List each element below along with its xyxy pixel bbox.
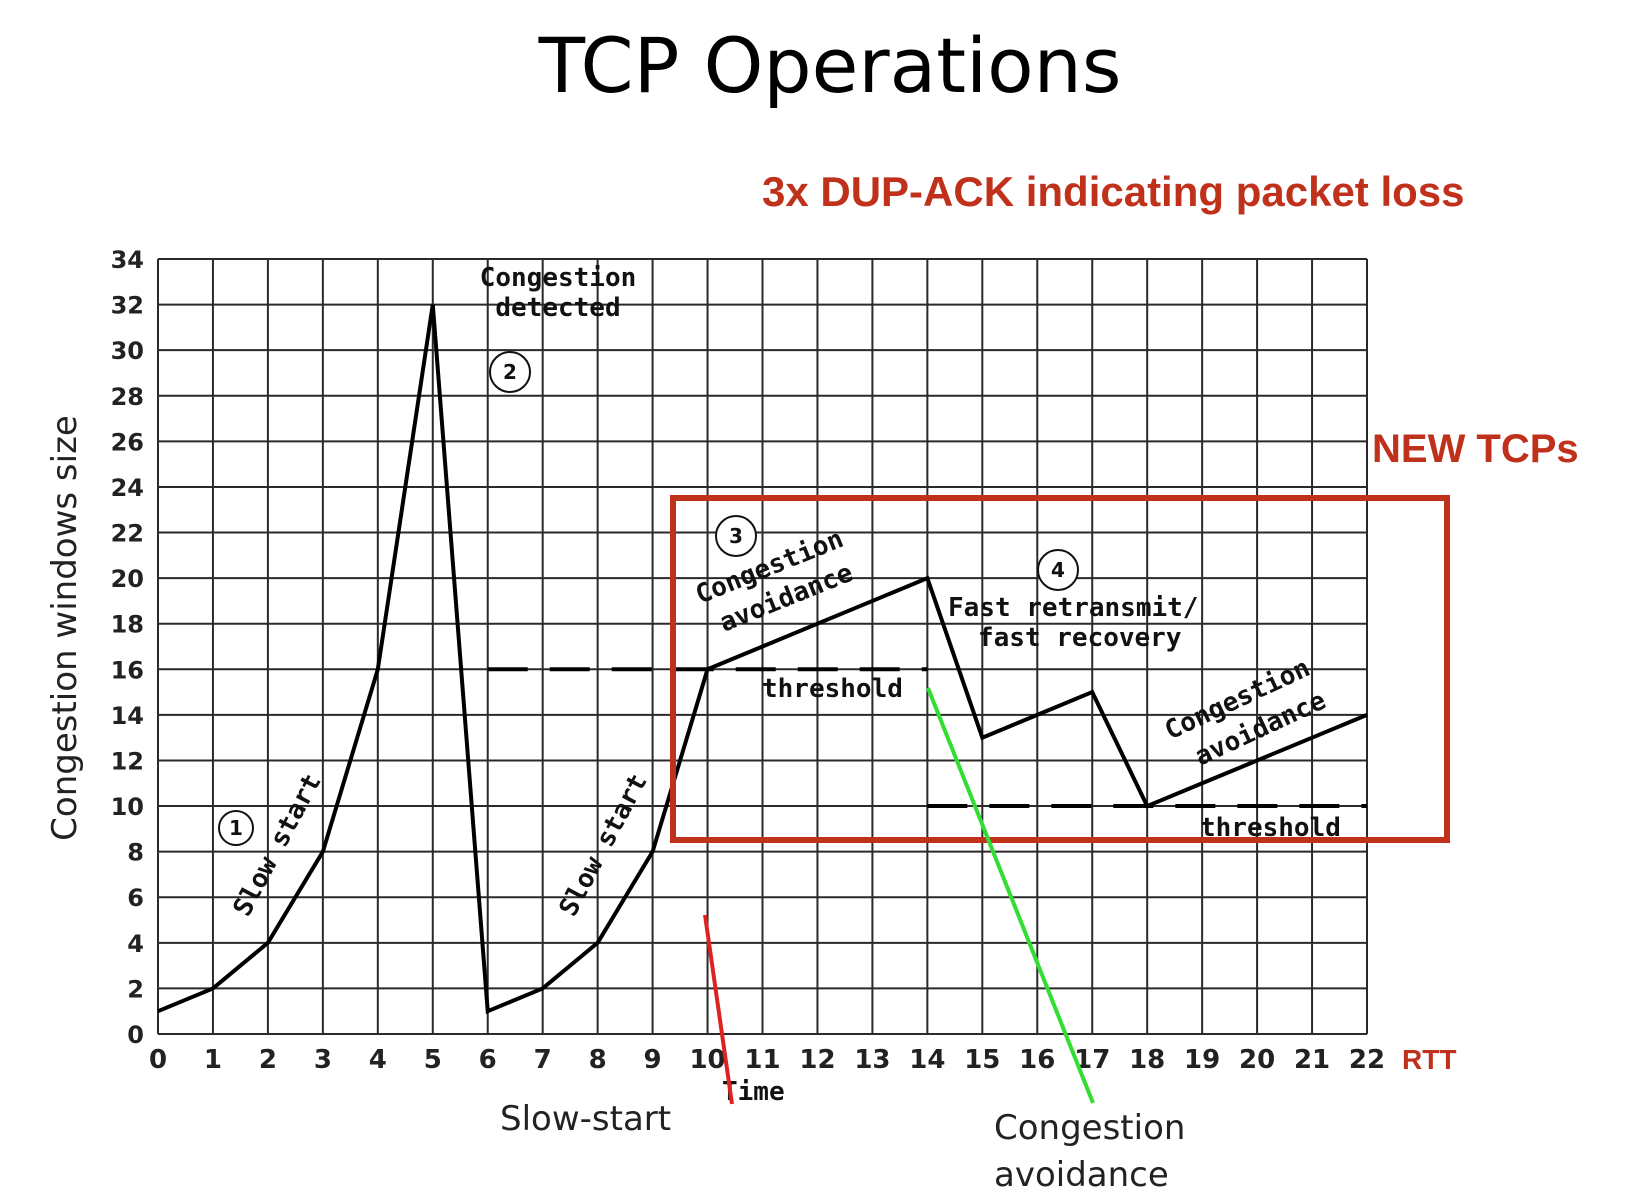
y-tick-label-9: 18 (111, 611, 144, 639)
x-tick-label-19: 19 (1184, 1045, 1220, 1075)
x-tick-label-21: 21 (1294, 1045, 1330, 1075)
x-tick-label-11: 11 (744, 1045, 780, 1075)
x-tick-label-10: 10 (689, 1045, 725, 1075)
marker-4-label: 4 (1051, 558, 1065, 582)
marker-3: 3 (715, 515, 757, 557)
y-tick-label-12: 24 (111, 474, 144, 502)
marker-3-label: 3 (729, 524, 743, 548)
fast-retransmit-annotation-line2: fast recovery (978, 623, 1182, 653)
slow-start-pointer-line (703, 914, 734, 1105)
marker-2-label: 2 (503, 360, 517, 384)
slow-start-annotation-1: Slow start (228, 769, 328, 921)
marker-4: 4 (1037, 549, 1079, 591)
x-tick-label-6: 6 (479, 1045, 497, 1075)
x-tick-label-13: 13 (854, 1045, 890, 1075)
slide-title: TCP Operations (538, 21, 1122, 110)
x-tick-label-4: 4 (369, 1045, 387, 1075)
x-tick-label-1: 1 (204, 1045, 222, 1075)
x-tick-label-16: 16 (1019, 1045, 1055, 1075)
dup-ack-note: 3x DUP-ACK indicating packet loss (762, 168, 1465, 215)
y-tick-label-16: 32 (111, 292, 144, 320)
y-tick-label-17: 34 (111, 246, 144, 274)
y-tick-label-11: 22 (111, 520, 144, 548)
marker-2: 2 (489, 351, 531, 393)
threshold-label-1: threshold (762, 674, 903, 704)
y-tick-label-5: 10 (111, 793, 144, 821)
y-tick-label-3: 6 (127, 884, 144, 912)
x-tick-label-8: 8 (589, 1045, 607, 1075)
rtt-label: RTT (1402, 1044, 1456, 1075)
y-tick-label-6: 12 (111, 747, 144, 775)
x-tick-label-9: 9 (644, 1045, 662, 1075)
congestion-detected-annotation-line2: detected (495, 293, 620, 323)
y-tick-label-1: 2 (127, 975, 144, 1003)
congestion-avoidance-pointer-line (926, 687, 1095, 1104)
x-tick-label-5: 5 (424, 1045, 442, 1075)
x-tick-label-18: 18 (1129, 1045, 1165, 1075)
cwnd-series-line (157, 304, 1368, 1015)
x-tick-label-7: 7 (534, 1045, 552, 1075)
marker-1: 1 (218, 810, 254, 846)
new-tcps-label: NEW TCPs (1372, 427, 1579, 471)
y-tick-label-7: 14 (111, 702, 144, 730)
marker-1-label: 1 (229, 816, 243, 840)
y-axis-label: Congestion windows size (45, 415, 85, 841)
new-tcps-box (670, 495, 1450, 843)
y-tick-label-8: 16 (111, 656, 144, 684)
x-tick-label-15: 15 (964, 1045, 1000, 1075)
congestion-avoidance-label-line1: Congestion (994, 1108, 1185, 1148)
y-tick-label-2: 4 (127, 930, 144, 958)
x-tick-label-12: 12 (799, 1045, 835, 1075)
y-tick-label-15: 30 (111, 337, 144, 365)
fast-retransmit-annotation-line1: Fast retransmit/ (948, 593, 1198, 623)
x-tick-label-3: 3 (314, 1045, 332, 1075)
slow-start-label: Slow-start (500, 1099, 671, 1139)
y-tick-label-4: 8 (127, 839, 144, 867)
chart-grid (157, 258, 1368, 1035)
x-tick-labels: 0 1 2 3 4 5 6 7 8 9 10 11 12 13 14 15 16 17 18 19 20 21 22 (149, 1045, 1385, 1075)
y-tick-label-10: 20 (111, 565, 144, 593)
x-tick-label-14: 14 (909, 1045, 945, 1075)
x-tick-label-22: 22 (1349, 1045, 1385, 1075)
x-tick-label-2: 2 (259, 1045, 277, 1075)
slow-start-annotation-2: Slow start (554, 769, 654, 921)
congestion-detected-annotation-line1: Congestion (480, 263, 637, 293)
congestion-avoidance-label-line2: avoidance (994, 1155, 1169, 1195)
y-tick-label-13: 26 (111, 428, 144, 456)
y-tick-label-14: 28 (111, 383, 144, 411)
x-tick-label-20: 20 (1239, 1045, 1275, 1075)
y-tick-label-0: 0 (127, 1021, 144, 1049)
x-tick-label-0: 0 (149, 1045, 167, 1075)
